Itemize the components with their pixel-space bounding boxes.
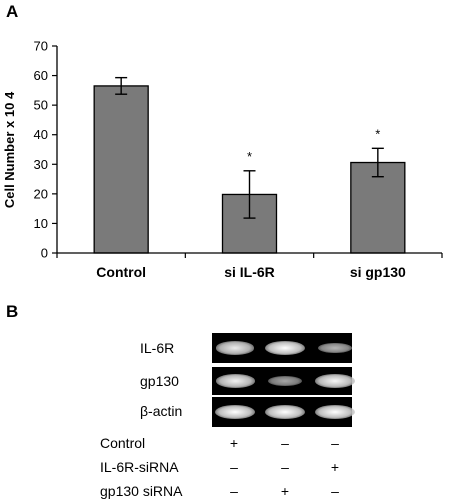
gel-strip-gp130 xyxy=(212,367,355,395)
sign-gp130-lane1: – xyxy=(230,483,238,499)
band-row1-lane3 xyxy=(315,374,355,388)
blot-label-il6r: IL-6R xyxy=(140,340,175,356)
sign-control-lane1: + xyxy=(229,435,239,451)
panel-a-letter: A xyxy=(6,2,19,21)
significance-mark-1: * xyxy=(247,149,252,164)
band-row2-lane1 xyxy=(215,405,255,419)
gel-strip-beta-actin xyxy=(212,397,355,427)
sign-control-lane2: – xyxy=(281,435,289,451)
x-category-label-0: Control xyxy=(96,264,146,280)
y-tick-label: 50 xyxy=(34,98,48,113)
blot-label-gp130: gp130 xyxy=(140,373,179,389)
bar-2 xyxy=(350,161,406,254)
band-row1-lane1 xyxy=(215,374,255,388)
gel-strip-il6r xyxy=(212,333,353,363)
y-tick-label: 60 xyxy=(34,68,48,83)
y-tick-label: 30 xyxy=(34,157,48,172)
band-row2-lane3 xyxy=(315,405,355,419)
y-tick-label: 20 xyxy=(34,186,48,201)
y-tick-label: 10 xyxy=(34,216,48,231)
sign-gp130-lane3: – xyxy=(331,483,339,499)
band-row0-lane3 xyxy=(317,342,353,354)
y-tick-label: 0 xyxy=(41,246,48,261)
sign-il6r-lane3: + xyxy=(330,459,340,475)
bars: ** xyxy=(93,76,406,254)
band-row2-lane2 xyxy=(265,405,305,419)
band-row0-lane1 xyxy=(215,341,255,355)
condition-control-label: Control xyxy=(100,435,146,451)
x-category-label-1: si IL-6R xyxy=(224,264,275,280)
blot-label-beta-actin: β-actin xyxy=(140,403,183,419)
band-row1-lane2 xyxy=(268,375,302,387)
condition-il6r-sirna-label: IL-6R-siRNA xyxy=(100,459,179,475)
sign-gp130-lane2: + xyxy=(280,483,290,499)
y-axis-label: Cell Number x 10 4 xyxy=(2,91,17,208)
bar-0 xyxy=(93,85,149,254)
y-tick-label: 40 xyxy=(34,127,48,142)
sign-il6r-lane1: – xyxy=(230,459,238,475)
condition-gp130-sirna-label: gp130 siRNA xyxy=(100,483,183,499)
y-axis: 0 10 20 30 40 50 60 70 xyxy=(34,39,58,261)
panel-b-letter: B xyxy=(6,302,19,321)
band-row0-lane2 xyxy=(265,341,305,355)
x-axis: Control si IL-6R si gp130 xyxy=(56,252,443,280)
significance-mark-2: * xyxy=(375,126,380,141)
sign-control-lane3: – xyxy=(331,435,339,451)
sign-il6r-lane2: – xyxy=(281,459,289,475)
x-category-label-2: si gp130 xyxy=(350,264,406,280)
y-tick-label: 70 xyxy=(34,39,48,54)
